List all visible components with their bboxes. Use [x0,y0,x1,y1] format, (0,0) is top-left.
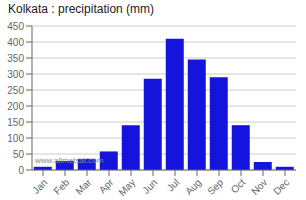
svg-text:Dec: Dec [271,177,291,197]
html-text:www.allmetsat.com: www.allmetsat.com [35,156,104,165]
svg-text:350: 350 [7,53,24,64]
svg-text:400: 400 [7,37,24,48]
svg-text:50: 50 [13,149,25,160]
svg-text:200: 200 [7,101,24,112]
svg-text:150: 150 [7,117,24,128]
svg-text:100: 100 [7,133,24,144]
svg-text:Sep: Sep [205,176,226,197]
svg-text:Aug: Aug [183,177,203,197]
svg-text:300: 300 [7,69,24,80]
svg-text:Jul: Jul [165,177,182,194]
svg-text:Jun: Jun [140,177,159,196]
svg-text:May: May [116,177,137,198]
svg-text:Apr: Apr [97,176,116,195]
svg-text:Oct: Oct [229,177,248,196]
svg-text:Nov: Nov [249,177,269,197]
svg-text:Feb: Feb [51,176,71,196]
svg-text:Mar: Mar [73,176,93,196]
svg-text:0: 0 [18,165,24,176]
svg-text:250: 250 [7,85,24,96]
svg-text:450: 450 [7,21,24,32]
svg-text:Jan: Jan [30,177,49,196]
html-text:Kolkata : precipitation (mm): Kolkata : precipitation (mm) [8,2,155,16]
